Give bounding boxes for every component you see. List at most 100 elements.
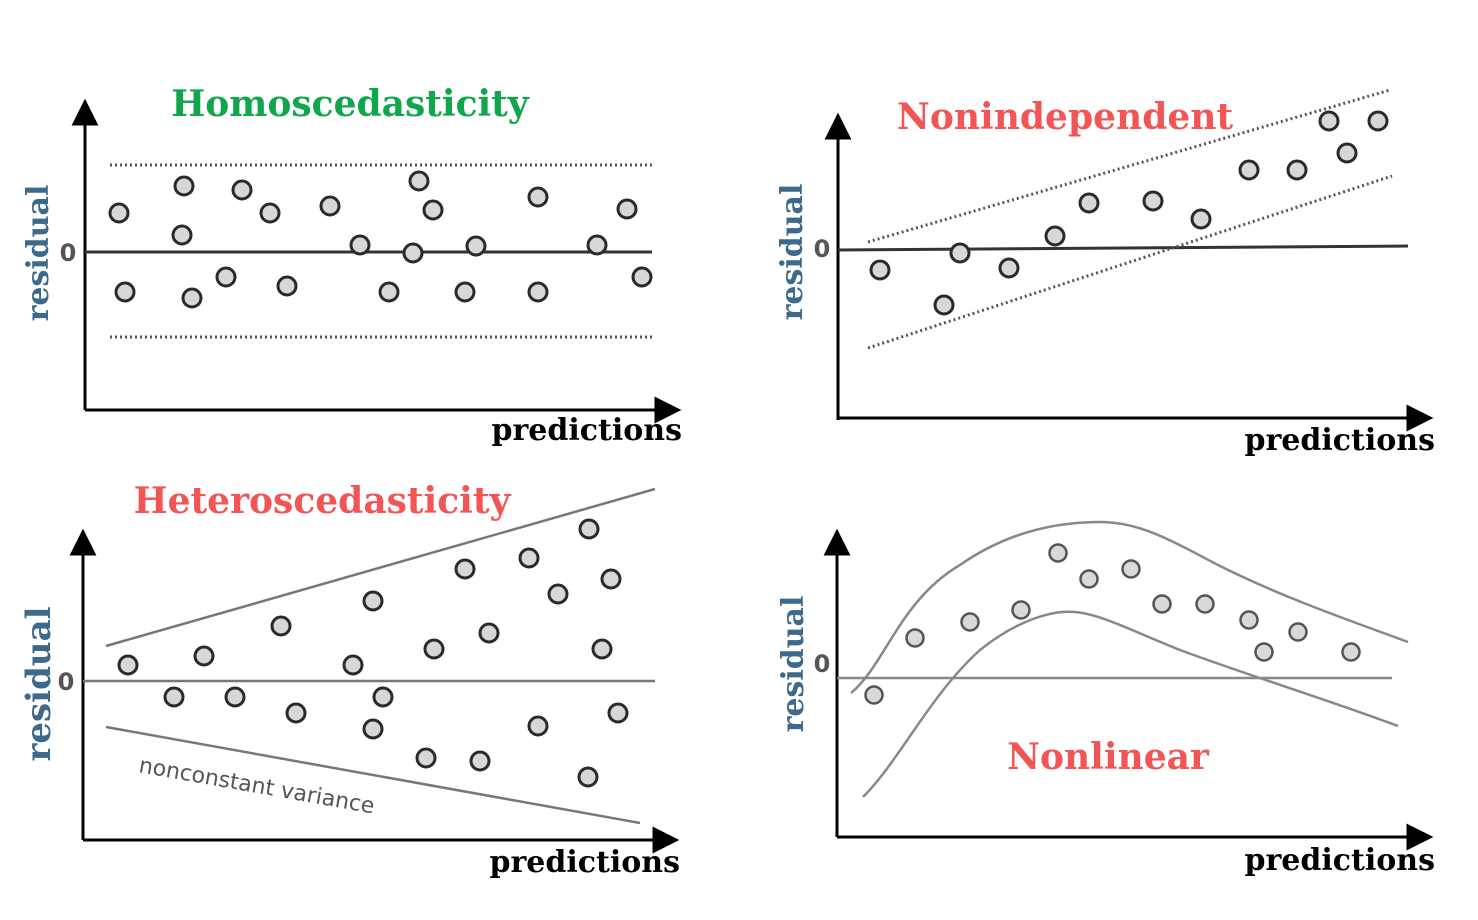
lower-bound-curve [862,610,1399,798]
data-point [1048,543,1068,563]
lower-bound-line [105,725,641,825]
data-point [616,198,638,220]
data-point [591,638,613,660]
data-point [1195,594,1215,614]
data-point [1011,600,1031,620]
y-axis-label: residual [775,184,810,321]
data-point [342,654,364,676]
data-point [1341,642,1361,662]
x-axis-label: predictions [1245,843,1435,878]
zero-label: 0 [58,668,75,696]
data-point [402,242,424,264]
data-point [349,234,371,256]
data-point [1318,110,1340,132]
data-point [547,583,569,605]
data-point [362,590,384,612]
data-point [469,750,491,772]
data-point [1254,642,1274,662]
homoscedasticity-panel: Homoscedasticity 0 residual predictions [21,83,682,448]
data-point [270,615,292,637]
zero-label: 0 [814,235,831,263]
data-point [1079,569,1099,589]
data-point [960,612,980,632]
data-point [259,202,281,224]
data-point [408,170,430,192]
data-point [1078,192,1100,214]
data-point [998,257,1020,279]
zero-line [837,244,1409,252]
data-point [1238,159,1260,181]
data-point [378,281,400,303]
data-point [422,199,444,221]
data-point [117,654,139,676]
x-axis-label: predictions [492,413,682,448]
data-point [193,645,215,667]
upper-bound-curve [850,520,1409,694]
data-point [181,287,203,309]
data-point [285,702,307,724]
zero-label: 0 [60,239,77,267]
homoscedasticity-title: Homoscedasticity [171,83,530,125]
data-point [577,766,599,788]
data-point [905,628,925,648]
data-point [163,686,185,708]
upper-bound-line [105,487,656,648]
data-point [1121,559,1141,579]
nonindependent-panel: Nonindependent 0 residual predictions [775,88,1435,458]
data-point [1367,110,1389,132]
x-axis-label: predictions [1245,423,1435,458]
data-point [114,281,136,303]
data-point [108,202,130,224]
nonconstant-variance-annotation: nonconstant variance [137,753,376,819]
data-point [231,179,253,201]
data-point [478,622,500,644]
data-point [1239,610,1259,630]
data-point [933,294,955,316]
data-point [215,266,237,288]
data-point [319,195,341,217]
lower-bound-line [867,174,1393,350]
data-point [600,568,622,590]
data-point [1142,190,1164,212]
data-point [362,718,384,740]
y-axis-label: residual [19,606,59,761]
data-point [454,558,476,580]
data-point [423,638,445,660]
data-point [173,175,195,197]
data-point [864,685,884,705]
zero-label: 0 [814,650,831,678]
data-point [631,266,653,288]
data-point [465,235,487,257]
nonindependent-title: Nonindependent [897,96,1234,138]
data-point [1336,142,1358,164]
y-axis-label: residual [21,185,56,322]
heteroscedasticity-title: Heteroscedasticity [134,480,512,522]
nonlinear-title: Nonlinear [1007,736,1210,778]
data-point [454,281,476,303]
data-point [527,715,549,737]
data-point [224,686,246,708]
data-point [949,242,971,264]
data-point [1044,225,1066,247]
x-axis-label: predictions [490,845,680,880]
data-point [171,224,193,246]
heteroscedasticity-panel: Heteroscedasticity 0 residual prediction… [19,480,680,880]
y-axis-label: residual [776,596,811,733]
data-point [1190,208,1212,230]
data-point [1288,622,1308,642]
data-point [869,259,891,281]
data-point [578,518,600,540]
data-point [1286,159,1308,181]
data-point [527,281,549,303]
data-point [372,686,394,708]
data-point [527,186,549,208]
data-point [607,702,629,724]
data-point [518,547,540,569]
data-point [415,747,437,769]
nonlinear-panel: 0 residual predictions Nonlinear [776,520,1435,878]
data-point [276,275,298,297]
data-point [586,234,608,256]
upper-bound-line [867,88,1391,244]
